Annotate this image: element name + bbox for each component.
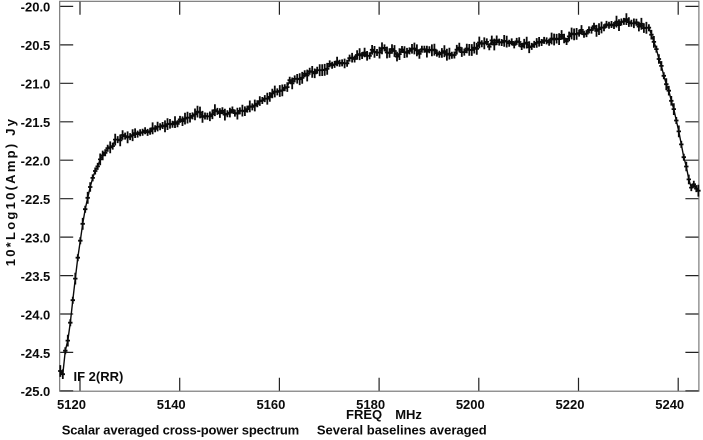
svg-text:10*Log10(Amp) Jy: 10*Log10(Amp) Jy (3, 117, 18, 267)
svg-text:-21.5: -21.5 (21, 115, 51, 130)
svg-text:-21.0: -21.0 (21, 77, 51, 92)
svg-text:5240: 5240 (655, 397, 684, 412)
svg-text:FREQ: FREQ (346, 407, 382, 422)
svg-text:5160: 5160 (256, 397, 285, 412)
svg-text:-24.0: -24.0 (21, 307, 51, 322)
svg-text:-25.0: -25.0 (21, 384, 51, 399)
svg-text:-23.5: -23.5 (21, 269, 51, 284)
svg-text:-22.0: -22.0 (21, 154, 51, 169)
svg-text:-24.5: -24.5 (21, 346, 51, 361)
svg-text:MHz: MHz (395, 407, 422, 422)
svg-text:Several baselines averaged: Several baselines averaged (317, 422, 487, 437)
svg-text:5140: 5140 (157, 397, 186, 412)
svg-text:5200: 5200 (456, 397, 485, 412)
svg-text:Scalar averaged cross-power sp: Scalar averaged cross-power spectrum (62, 422, 299, 437)
svg-text:-20.0: -20.0 (21, 0, 51, 15)
svg-text:5220: 5220 (556, 397, 585, 412)
svg-text:5180: 5180 (356, 397, 385, 412)
svg-text:-22.5: -22.5 (21, 192, 51, 207)
svg-text:-20.5: -20.5 (21, 38, 51, 53)
svg-text:IF 2(RR): IF 2(RR) (74, 369, 124, 384)
svg-text:-23.0: -23.0 (21, 230, 51, 245)
svg-text:5120: 5120 (57, 397, 86, 412)
